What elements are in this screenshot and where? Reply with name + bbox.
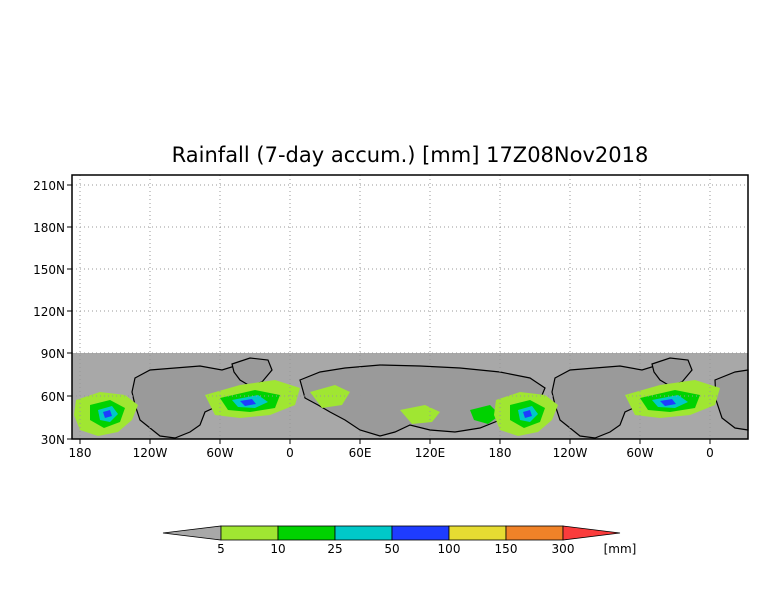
color-legend: 5 10 25 50 100 150 300 [mm] xyxy=(162,525,637,556)
legend-bin-50-100 xyxy=(391,525,450,541)
y-axis: 210N 180N 150N 120N 90N 60N 30N xyxy=(33,179,72,447)
x-tick-label: 60W xyxy=(626,446,653,460)
legend-bin-5-10 xyxy=(220,525,279,541)
rain-europe xyxy=(310,385,350,408)
legend-label: 5 xyxy=(217,542,225,556)
legend-label: 150 xyxy=(495,542,518,556)
x-tick-label: 120W xyxy=(553,446,588,460)
x-tick-label: 180 xyxy=(69,446,92,460)
x-tick-label: 60W xyxy=(206,446,233,460)
legend-unit: [mm] xyxy=(604,542,637,556)
x-tick-label: 60E xyxy=(349,446,372,460)
x-tick-label: 0 xyxy=(706,446,714,460)
rain-north-pacific-max-1 xyxy=(103,410,112,418)
x-tick-label: 120E xyxy=(415,446,446,460)
y-tick-label: 90N xyxy=(41,347,65,361)
x-tick-label: 120W xyxy=(133,446,168,460)
europe-right-edge xyxy=(714,369,749,431)
legend-label: 300 xyxy=(552,542,575,556)
legend-bin-100-150 xyxy=(448,525,507,541)
legend-label: 100 xyxy=(438,542,461,556)
legend-label: 50 xyxy=(384,542,399,556)
legend-label: 10 xyxy=(270,542,285,556)
y-tick-label: 180N xyxy=(33,221,65,235)
y-tick-label: 60N xyxy=(41,390,65,404)
legend-label: 25 xyxy=(327,542,342,556)
x-tick-label: 0 xyxy=(286,446,294,460)
y-tick-label: 150N xyxy=(33,263,65,277)
y-tick-label: 120N xyxy=(33,305,65,319)
legend-bin-10-25 xyxy=(277,525,336,541)
legend-bin-above-300 xyxy=(562,525,621,541)
rain-east-asia xyxy=(470,405,500,424)
map-title: Rainfall (7-day accum.) [mm] 17Z08Nov201… xyxy=(172,143,649,167)
y-tick-label: 210N xyxy=(33,179,65,193)
x-axis: 180 120W 60W 0 60E 120E 180 120W 60W 0 xyxy=(69,439,714,460)
legend-bin-25-50 xyxy=(334,525,393,541)
x-tick-label: 180 xyxy=(489,446,512,460)
plot-frame xyxy=(71,174,749,440)
grid-lines xyxy=(72,175,748,439)
rain-north-atlantic-max-2 xyxy=(660,399,676,406)
y-tick-label: 30N xyxy=(41,433,65,447)
rain-north-pacific-max-2 xyxy=(523,410,532,418)
legend-bin-below-5 xyxy=(162,525,222,541)
legend-bin-150-300 xyxy=(505,525,564,541)
rain-north-atlantic-max-1 xyxy=(240,399,256,406)
